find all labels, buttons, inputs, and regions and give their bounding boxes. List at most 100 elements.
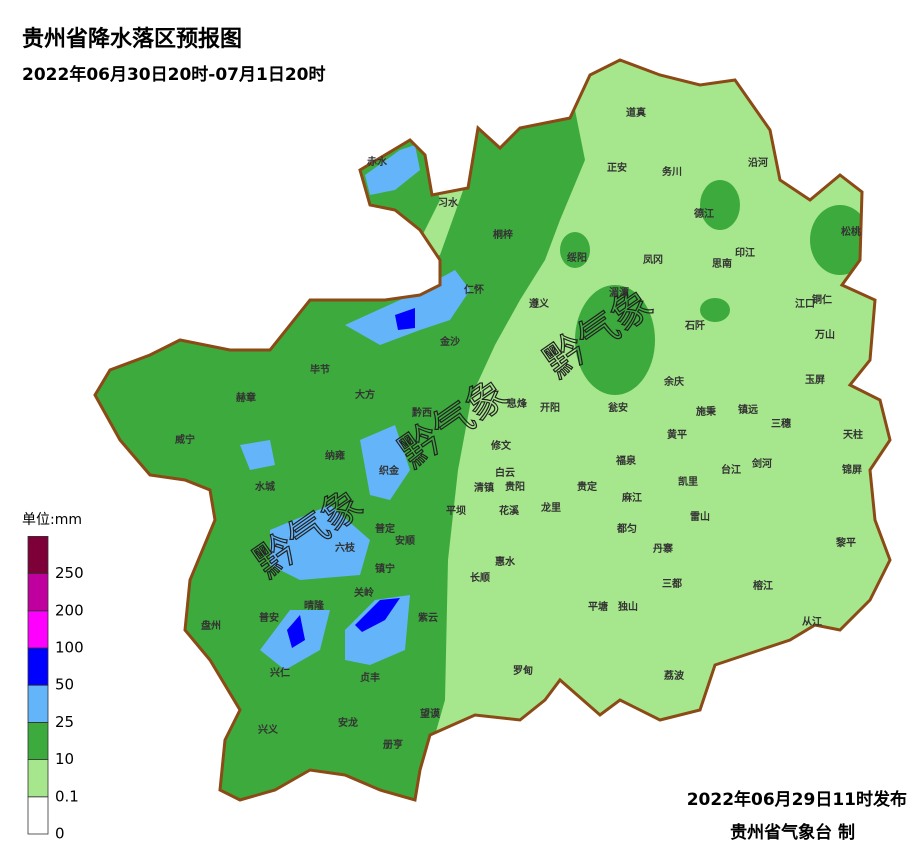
- city-label: 思南: [712, 257, 732, 270]
- city-label: 金沙: [439, 335, 460, 348]
- legend-label: 10: [55, 750, 74, 768]
- city-label: 凤冈: [643, 254, 663, 266]
- rain-area-25: [240, 440, 275, 470]
- city-label: 紫云: [418, 611, 438, 624]
- city-label: 长顺: [470, 571, 490, 584]
- legend-swatch: [27, 647, 49, 686]
- city-label: 兴义: [258, 723, 279, 736]
- city-label: 水城: [254, 480, 275, 493]
- city-label: 毕节: [310, 363, 330, 376]
- rain-area-10: [575, 285, 655, 395]
- legend-label: 0: [55, 825, 65, 843]
- city-label: 镇宁: [375, 562, 395, 575]
- city-label: 仁怀: [464, 283, 484, 296]
- city-label: 道真: [626, 106, 646, 119]
- city-label: 晴隆: [304, 599, 325, 612]
- city-label: 赫章: [236, 391, 256, 404]
- city-label: 平坝: [446, 504, 466, 517]
- city-label: 余庆: [663, 375, 684, 388]
- city-label: 麻江: [621, 491, 642, 504]
- city-label: 六枝: [335, 541, 356, 554]
- rain-area-50: [355, 598, 400, 632]
- map-subtitle: 2022年06月30日20时-07月1日20时: [22, 64, 326, 85]
- city-label: 三穗: [771, 417, 791, 430]
- city-label: 大方: [355, 388, 375, 401]
- city-label: 罗甸: [513, 664, 533, 677]
- city-label: 江口: [795, 297, 815, 310]
- city-label: 荔波: [663, 669, 685, 682]
- city-label: 息烽: [507, 397, 528, 410]
- city-label: 贵定: [577, 480, 597, 493]
- city-label: 开阳: [540, 402, 560, 414]
- city-label: 安龙: [338, 716, 358, 729]
- legend: 0 0.1 10 25 50 100 200 250: [27, 536, 84, 843]
- city-label: 花溪: [499, 504, 520, 517]
- city-label: 镇远: [738, 403, 758, 416]
- legend-swatch: [27, 610, 49, 649]
- rain-area-25: [345, 595, 410, 665]
- legend-label: 250: [55, 564, 84, 582]
- city-label: 纳雍: [325, 449, 345, 462]
- city-label: 湄潭: [609, 286, 629, 299]
- legend-swatch: [27, 684, 49, 723]
- city-label: 修文: [490, 439, 512, 452]
- rain-area-50: [395, 308, 415, 330]
- legend-swatch: [27, 536, 49, 575]
- city-label: 锦屏: [842, 463, 862, 476]
- city-label: 独山: [618, 600, 638, 613]
- city-label: 沿河: [748, 156, 768, 169]
- city-label: 惠水: [495, 555, 516, 568]
- city-label: 三都: [662, 577, 682, 590]
- city-label: 册亨: [383, 738, 403, 751]
- city-label: 万山: [814, 328, 835, 341]
- city-label: 黎平: [836, 536, 856, 549]
- city-label: 织金: [379, 464, 400, 477]
- rain-area-50: [287, 615, 305, 648]
- legend-label: 25: [55, 713, 74, 731]
- rain-area-25: [345, 270, 470, 345]
- city-label: 雷山: [690, 510, 710, 523]
- city-label: 剑河: [751, 457, 772, 470]
- city-label: 松桃: [841, 225, 861, 238]
- legend-label: 200: [55, 601, 84, 619]
- legend-label: 100: [55, 639, 84, 657]
- city-label: 关岭: [354, 586, 374, 599]
- rain-area-10: [700, 180, 740, 230]
- city-label: 瓮安: [608, 401, 628, 414]
- rain-area-10: [700, 298, 730, 322]
- city-label: 铜仁: [812, 293, 832, 306]
- legend-title: 单位:mm: [22, 512, 82, 528]
- rain-area-10: [560, 232, 590, 268]
- city-label: 德江: [693, 207, 714, 220]
- issued-text: 2022年06月29日11时发布: [687, 789, 907, 810]
- legend-swatch: [27, 759, 49, 798]
- rain-area-25: [270, 505, 370, 580]
- agency-text: 贵州省气象台 制: [730, 822, 855, 843]
- city-label: 都匀: [616, 522, 637, 535]
- legend-label: 0.1: [55, 787, 79, 805]
- city-label: 台江: [721, 463, 741, 476]
- rain-area-10: [810, 205, 870, 275]
- city-label: 习水: [438, 196, 459, 209]
- city-label: 贞丰: [360, 671, 380, 684]
- city-label: 普定: [375, 522, 395, 535]
- province-outline: [93, 58, 892, 802]
- city-label: 清镇: [474, 481, 494, 494]
- city-label: 榕江: [753, 579, 773, 592]
- city-label: 福泉: [615, 454, 637, 467]
- city-label: 丹寨: [653, 542, 673, 555]
- city-label: 贵阳: [505, 480, 525, 493]
- legend-swatch: [27, 722, 49, 761]
- city-label: 普安: [259, 611, 279, 624]
- city-label: 正安: [607, 161, 627, 174]
- city-label: 务川: [662, 165, 682, 178]
- city-label: 望谟: [420, 707, 441, 720]
- legend-swatch: [27, 796, 49, 835]
- city-label: 威宁: [175, 433, 195, 446]
- city-label: 石阡: [684, 319, 705, 332]
- map-title: 贵州省降水落区预报图: [22, 27, 242, 52]
- city-label: 玉屏: [805, 374, 825, 386]
- city-label: 凯里: [678, 475, 698, 488]
